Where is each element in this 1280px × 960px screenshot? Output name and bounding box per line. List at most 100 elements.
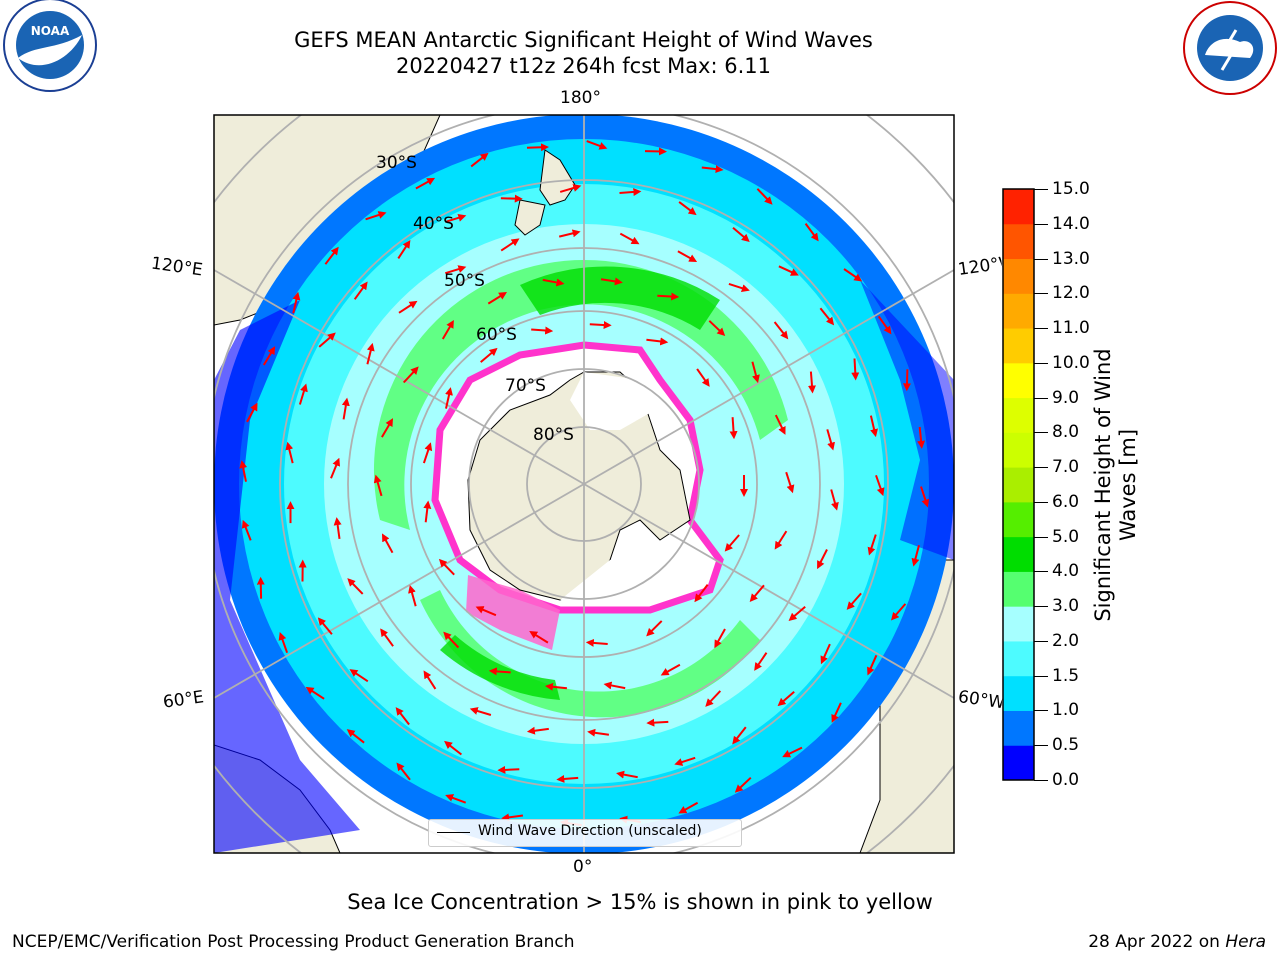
wave-direction-arrow bbox=[488, 667, 511, 676]
wave-direction-arrow bbox=[278, 632, 289, 654]
ronne-ice-shelf bbox=[560, 560, 705, 600]
wave-direction-arrow bbox=[366, 342, 375, 365]
wave-direction-arrow bbox=[890, 603, 907, 621]
map-legend: Wind Wave Direction (unscaled) bbox=[428, 819, 742, 847]
colorbar-tick bbox=[1034, 223, 1048, 225]
wave-direction-arrow bbox=[657, 292, 680, 301]
wave-direction-arrow bbox=[500, 194, 523, 203]
noaa-logo: NOAA bbox=[3, 0, 97, 92]
colorbar-label-line1: Significant Height of Wind bbox=[1091, 348, 1115, 622]
wave-direction-arrow bbox=[774, 414, 786, 435]
nws-logo bbox=[1183, 1, 1277, 95]
lat-label-40s: 40°S bbox=[413, 214, 454, 234]
wave-direction-arrow bbox=[262, 346, 276, 366]
wave-direction-arrow bbox=[851, 358, 860, 381]
wave-direction-arrow bbox=[714, 628, 726, 649]
wave-direction-arrow bbox=[917, 426, 926, 449]
wave-direction-arrow bbox=[804, 223, 819, 242]
wave-direction-arrow bbox=[903, 369, 912, 392]
colorbar-tick-label: 7.0 bbox=[1052, 457, 1080, 478]
wave-direction-arrow bbox=[877, 315, 892, 335]
colorbar-tick-label: 9.0 bbox=[1052, 387, 1080, 408]
wave-direction-arrow bbox=[600, 277, 623, 286]
wave-direction-arrow bbox=[469, 707, 492, 716]
colorbar-segment bbox=[1003, 293, 1034, 329]
wave-direction-arrow bbox=[869, 415, 878, 438]
wave-direction-arrow bbox=[788, 605, 806, 622]
wave-direction-arrow bbox=[501, 813, 524, 822]
wave-direction-arrow bbox=[785, 471, 795, 494]
colorbar-segment bbox=[1003, 745, 1034, 781]
wave-direction-arrow bbox=[619, 232, 640, 245]
colorbar-tick-label: 0.5 bbox=[1052, 735, 1080, 756]
wave-direction-arrow bbox=[480, 347, 498, 363]
wave-direction-arrow bbox=[298, 383, 308, 405]
wave-direction-arrow bbox=[831, 702, 842, 723]
wave-direction-arrow bbox=[324, 246, 339, 265]
colorbar-segment bbox=[1003, 362, 1034, 399]
wave-direction-arrow bbox=[585, 638, 608, 647]
wave-direction-arrow bbox=[365, 211, 387, 221]
colorbar-tick bbox=[1034, 258, 1048, 260]
colorbar-tick bbox=[1034, 362, 1048, 364]
wave-direction-arrow bbox=[246, 402, 258, 423]
wave-direction-arrow bbox=[694, 583, 709, 603]
colorbar-tick bbox=[1034, 675, 1048, 677]
new-zealand bbox=[514, 149, 576, 236]
wave-direction-arrow bbox=[305, 686, 325, 700]
wave-direction-arrow bbox=[616, 770, 638, 779]
colorbar-tick-label: 1.0 bbox=[1052, 700, 1080, 721]
colorbar-tick-label: 3.0 bbox=[1052, 596, 1080, 617]
wave-direction-arrow bbox=[438, 558, 455, 576]
colorbar-tick bbox=[1034, 432, 1048, 434]
colorbar-segment bbox=[1003, 501, 1034, 538]
wave-direction-arrow bbox=[708, 320, 726, 336]
wave-direction-arrow bbox=[422, 442, 433, 464]
lat-label-80s: 80°S bbox=[533, 425, 574, 445]
wave-direction-arrow bbox=[826, 429, 835, 451]
wave-direction-arrow bbox=[817, 549, 828, 570]
wave-direction-arrow bbox=[646, 620, 663, 637]
wave-direction-arrow bbox=[778, 265, 799, 276]
colorbar-tick-label: 5.0 bbox=[1052, 526, 1080, 547]
wave-direction-arrow bbox=[241, 519, 252, 541]
sea-ice-note: Sea Ice Concentration > 15% is shown in … bbox=[347, 890, 933, 914]
colorbar-frame bbox=[1002, 188, 1035, 781]
chart-title-line1: GEFS MEAN Antarctic Significant Height o… bbox=[294, 28, 873, 52]
colorbar-tick bbox=[1034, 328, 1048, 330]
wave-direction-arrow bbox=[556, 775, 579, 783]
wave-direction-arrow bbox=[830, 489, 839, 511]
colorbar-tick-label: 11.0 bbox=[1052, 318, 1090, 339]
wave-direction-arrow bbox=[292, 291, 301, 314]
footer-credit: NCEP/EMC/Verification Post Processing Pr… bbox=[12, 932, 575, 952]
colorbar-tick-label: 15.0 bbox=[1052, 179, 1090, 199]
colorbar-tick bbox=[1034, 467, 1048, 469]
wave-direction-arrow bbox=[341, 397, 350, 420]
colorbar-segment bbox=[1003, 467, 1034, 503]
colorbar-tick bbox=[1034, 780, 1048, 781]
wave-direction-arrow bbox=[701, 165, 724, 174]
wave-direction-arrow bbox=[381, 418, 394, 438]
colorbar-tick-label: 8.0 bbox=[1052, 422, 1080, 443]
wave-direction-arrow bbox=[911, 545, 920, 567]
wave-direction-arrow bbox=[751, 361, 760, 384]
wave-direction-arrow bbox=[353, 281, 368, 300]
wave-direction-arrow bbox=[380, 628, 394, 647]
wave-direction-arrow bbox=[867, 654, 878, 676]
wave-direction-arrow bbox=[330, 457, 340, 479]
lon-label-180: 180° bbox=[560, 88, 601, 108]
colorbar-tick bbox=[1034, 293, 1048, 295]
wave-direction-arrow bbox=[696, 368, 710, 387]
footer-host: Hera bbox=[1225, 932, 1266, 952]
wave-direction-arrow bbox=[677, 250, 698, 262]
colorbar-tick-label: 0.0 bbox=[1052, 770, 1080, 790]
wave-direction-arrow bbox=[674, 756, 696, 766]
wave-direction-arrow bbox=[732, 226, 750, 242]
colorbar-segment bbox=[1003, 328, 1034, 364]
wave-direction-arrow bbox=[603, 681, 626, 690]
colorbar-tick bbox=[1034, 189, 1048, 190]
wave-direction-arrow bbox=[808, 371, 816, 394]
wave-direction-arrow bbox=[773, 321, 789, 340]
colorbar-segment bbox=[1003, 223, 1034, 260]
colorbar-label: Significant Height of Wind Waves [m] bbox=[1091, 348, 1141, 621]
